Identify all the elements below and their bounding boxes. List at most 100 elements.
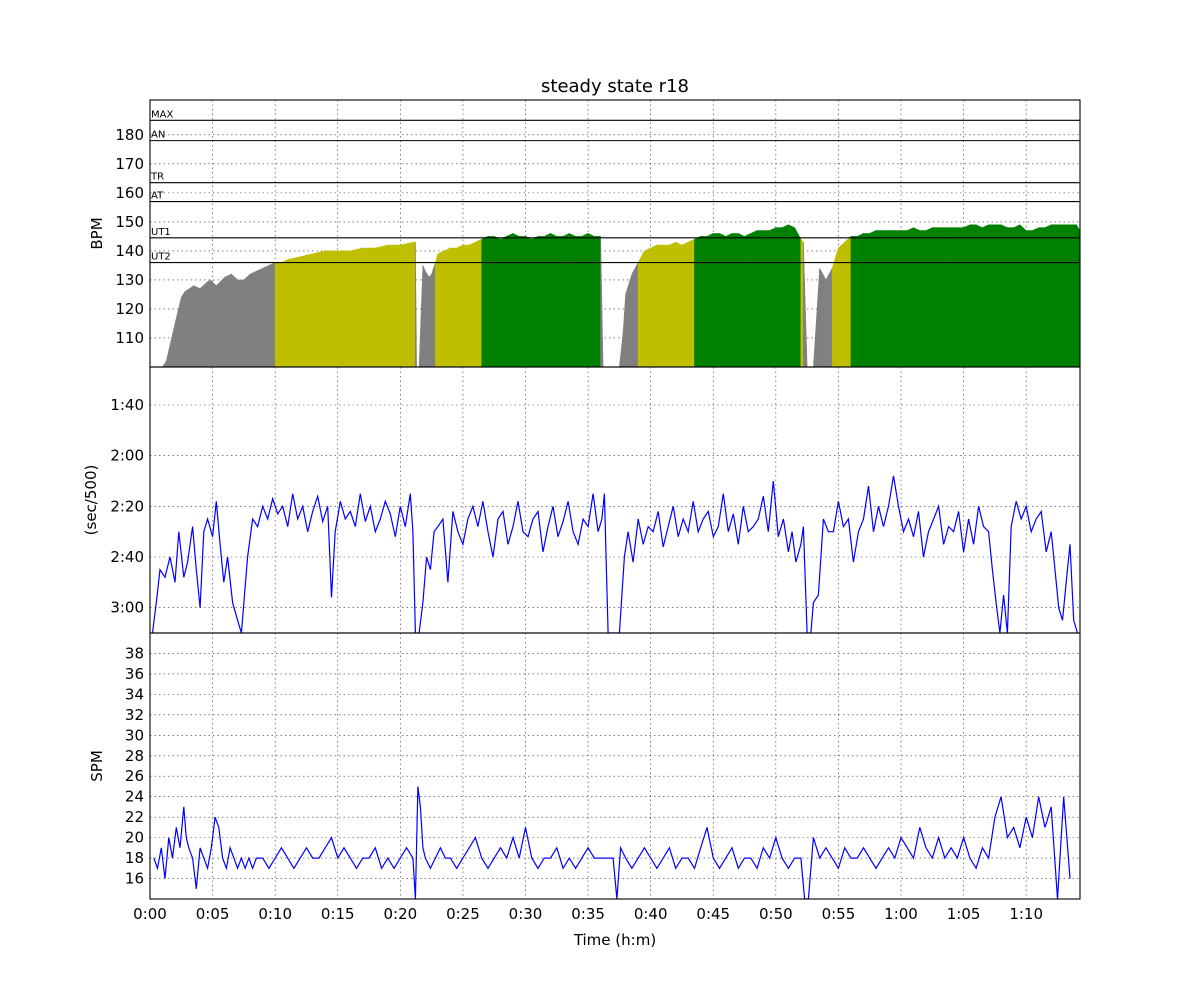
hr-area-segment [850, 236, 858, 367]
hr-area-segment [256, 267, 263, 367]
hr-area-segment [737, 233, 745, 367]
hr-area-segment [1032, 227, 1039, 367]
hr-area-segment [512, 233, 520, 367]
hr-area-segment [487, 236, 495, 367]
hr-area-segment [932, 227, 939, 367]
hr-area-segment [662, 244, 670, 367]
hr-area-segment [468, 241, 476, 367]
y-tick-label: 2:20 [110, 497, 144, 515]
y-tick-label: 160 [115, 184, 144, 202]
hr-area-segment [231, 273, 238, 367]
hr-area-segment [537, 236, 545, 367]
hr-area-segment [556, 236, 564, 367]
hr-area-segment [781, 224, 789, 367]
plot-area [151, 475, 1079, 633]
hr-area-segment [550, 233, 558, 367]
hr-area-segment [625, 274, 633, 367]
hr-area-segment [299, 253, 314, 367]
hr-area-segment [1050, 224, 1058, 367]
hr-area-segment [706, 233, 714, 367]
hr-area-segment [769, 227, 777, 367]
hr-area-segment [938, 227, 946, 367]
x-tick-label: 0:45 [696, 905, 730, 923]
y-tick-label: 2:40 [110, 548, 144, 566]
hr-area-segment [913, 227, 921, 367]
x-tick-label: 0:40 [634, 905, 668, 923]
hr-area-segment [337, 250, 351, 367]
hr-area-segment [622, 294, 626, 367]
x-tick-label: 0:50 [759, 905, 793, 923]
hr-area-segment [581, 233, 589, 367]
chart-title: steady state r18 [541, 76, 689, 97]
stroke-rate-line [153, 786, 1071, 899]
plot-area [153, 786, 1071, 899]
hr-area-segment [600, 236, 604, 367]
hr-area-segment [274, 262, 282, 367]
hr-area-segment [193, 285, 201, 367]
y-tick-label: 120 [115, 300, 144, 318]
hr-area-segment [525, 235, 533, 367]
hr-area-segment [1000, 224, 1008, 367]
hr-area-segment [725, 233, 733, 367]
hr-area-segment [1025, 230, 1033, 367]
hr-area-segment [450, 247, 457, 367]
hr-area-segment [750, 230, 758, 367]
hr-area-segment [856, 233, 864, 367]
hr-area-segment [894, 230, 902, 367]
hr-area-segment [969, 224, 977, 367]
hr-area-segment [644, 247, 651, 367]
y-tick-label: 1:40 [110, 396, 144, 414]
hr-area-segment [669, 241, 677, 367]
hr-area-segment [1057, 224, 1065, 367]
hr-area-segment [975, 224, 983, 367]
hr-area-segment [800, 238, 804, 367]
hr-area-segment [863, 233, 871, 367]
hr-area-segment [412, 241, 416, 367]
hr-area-segment [675, 241, 683, 367]
hr-area-segment [387, 244, 401, 367]
hr-area-segment [216, 276, 226, 367]
hr-area-segment [493, 235, 501, 367]
hr-area-segment [1044, 224, 1052, 367]
y-tick-label: 2:00 [110, 447, 144, 465]
y-tick-label: 24 [125, 788, 144, 806]
hr-area-segment [262, 264, 270, 367]
y-tick-label: 170 [115, 155, 144, 173]
plot-area [162, 223, 1080, 367]
hr-area-segment [349, 247, 364, 367]
hr-area-segment [906, 227, 914, 367]
y-tick-label: 140 [115, 242, 144, 260]
hr-area-segment [700, 236, 708, 367]
hr-area-segment [362, 247, 376, 367]
hr-area-segment [919, 230, 927, 367]
hr-area-segment [775, 227, 783, 367]
hr-area-segment [982, 224, 989, 367]
hr-area-segment [375, 244, 389, 367]
hr-area-segment [180, 290, 186, 367]
hr-area-segment [312, 250, 326, 367]
panel-frame [149, 632, 1081, 900]
hr-area-segment [1069, 224, 1077, 367]
hr-area-segment [1019, 224, 1027, 367]
panels: 110 120 130 140 150 160 170 180 MAX AN TR AT UT1 UT2 B… [82, 99, 1081, 923]
y-tick-label: 20 [125, 829, 144, 847]
hr-area-segment [1063, 224, 1071, 367]
y-axis-label: (sec/500) [82, 465, 100, 536]
hr-area-segment [925, 227, 933, 367]
x-tick-label: 0:35 [571, 905, 605, 923]
y-axis-label: SPM [88, 750, 106, 782]
y-tick-label: 130 [115, 271, 144, 289]
zone-label-an: AN [151, 130, 165, 141]
hr-area-segment [199, 282, 207, 367]
hr-area-segment [944, 227, 952, 367]
panel-frame [149, 366, 1081, 634]
x-tick-label: 0:05 [196, 905, 230, 923]
y-tick-label: 180 [115, 126, 144, 144]
hr-area-segment [324, 250, 339, 367]
hr-area-segment [656, 244, 664, 367]
hr-area-segment [575, 236, 583, 367]
hr-area-segment [1013, 224, 1021, 367]
x-tick-label: 0:15 [321, 905, 355, 923]
hr-area-segment [950, 227, 958, 367]
